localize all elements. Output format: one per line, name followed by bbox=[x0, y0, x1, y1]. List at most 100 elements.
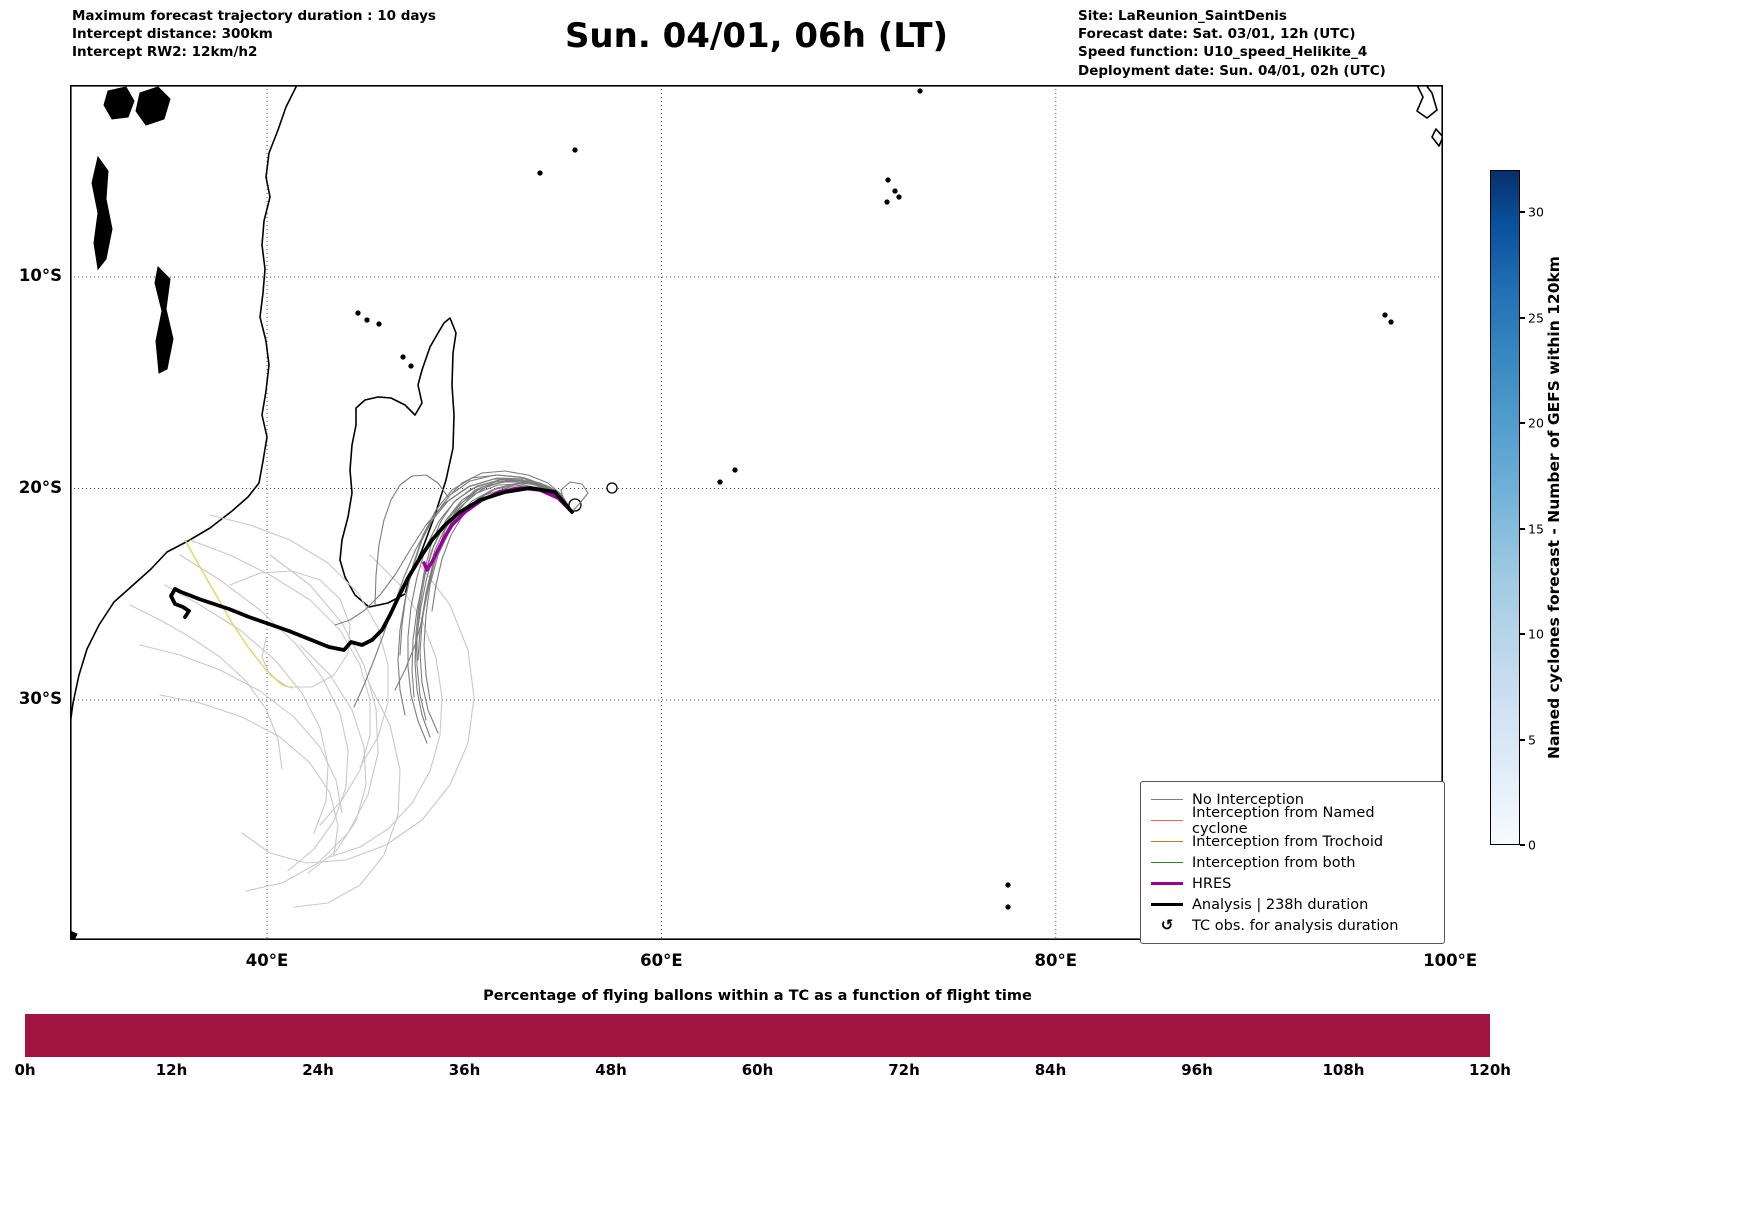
line-swatch bbox=[1151, 798, 1183, 801]
colorbar-tick-mark bbox=[1520, 316, 1525, 319]
island bbox=[355, 310, 361, 316]
annotation-line: Forecast date: Sat. 03/01, 12h (UTC) bbox=[1078, 26, 1356, 43]
colorbar-tick-mark bbox=[1520, 527, 1525, 530]
trajectory-gefs-no-interception bbox=[397, 474, 573, 716]
lake bbox=[154, 265, 174, 374]
colorbar bbox=[1490, 170, 1520, 845]
tc-obs-marker-icon: ↺ bbox=[1151, 918, 1183, 933]
colorbar-tick-label: 15 bbox=[1528, 521, 1544, 537]
annotation-line: Intercept distance: 300km bbox=[72, 26, 273, 43]
trajectory-climatology-light bbox=[293, 684, 401, 908]
colorbar-tick-label: 10 bbox=[1528, 626, 1544, 642]
trajectory-interception-trochoid bbox=[184, 539, 293, 689]
flight-time-bar-track bbox=[25, 1014, 1490, 1057]
legend-line-sample bbox=[1151, 881, 1183, 886]
bottom-chart-title: Percentage of flying ballons within a TC… bbox=[483, 988, 1032, 1004]
colorbar-tick-mark bbox=[1520, 633, 1525, 636]
lat-tick-label: 20°S bbox=[18, 477, 62, 497]
legend-label: HRES bbox=[1192, 875, 1232, 892]
island bbox=[408, 363, 414, 369]
legend-item: Analysis | 238h duration bbox=[1151, 896, 1434, 913]
figure-title: Sun. 04/01, 06h (LT) bbox=[564, 16, 949, 56]
legend-item: Interception from Trochoid bbox=[1151, 833, 1434, 850]
trajectory-climatology-light bbox=[139, 644, 343, 814]
legend-line-sample bbox=[1151, 902, 1183, 907]
trajectory-gefs-no-interception bbox=[353, 477, 573, 708]
legend-label: Interception from Named cyclone bbox=[1192, 804, 1375, 837]
trajectory-climatology-light bbox=[179, 554, 349, 872]
flight-time-tick-label: 60h bbox=[741, 1061, 774, 1079]
island bbox=[1005, 882, 1011, 888]
trajectory-gefs-no-interception bbox=[419, 484, 573, 734]
island bbox=[885, 177, 891, 183]
legend-item: Interception from both bbox=[1151, 854, 1434, 871]
lat-tick-label: 10°S bbox=[18, 266, 62, 285]
island bbox=[376, 321, 382, 327]
trajectory-climatology-light bbox=[299, 644, 367, 874]
flight-time-tick-label: 48h bbox=[595, 1061, 627, 1079]
flight-time-bar bbox=[25, 1014, 1490, 1057]
trajectory-climatology-light bbox=[229, 570, 351, 688]
colorbar-tick-mark bbox=[1520, 738, 1525, 741]
trajectory-analysis bbox=[169, 486, 574, 652]
colorbar-tick-mark bbox=[1520, 211, 1525, 214]
island bbox=[1388, 319, 1394, 325]
trajectory-gefs-no-interception bbox=[374, 470, 573, 606]
colorbar-tick-label: 30 bbox=[1528, 204, 1544, 220]
line-swatch bbox=[1151, 861, 1183, 864]
trajectory-climatology-light bbox=[129, 604, 283, 770]
flight-time-tick-label: 12h bbox=[155, 1061, 188, 1079]
legend-label: TC obs. for analysis duration bbox=[1192, 917, 1399, 934]
lon-tick-label: 40°E bbox=[245, 951, 289, 970]
line-swatch bbox=[1151, 902, 1183, 907]
trajectory-gefs-no-interception bbox=[399, 474, 573, 656]
island bbox=[732, 467, 738, 473]
legend-label: Analysis | 238h duration bbox=[1192, 896, 1369, 913]
annotation-line: Intercept RW2: 12km/h2 bbox=[72, 44, 258, 61]
colorbar-tick-label: 20 bbox=[1528, 415, 1544, 431]
lake bbox=[91, 155, 113, 271]
island bbox=[400, 354, 406, 360]
colorbar-tick-label: 25 bbox=[1528, 310, 1544, 326]
annotation-line: Maximum forecast trajectory duration : 1… bbox=[72, 8, 436, 24]
island bbox=[1382, 312, 1388, 318]
lat-tick-label: 30°S bbox=[18, 689, 62, 708]
coastline bbox=[339, 317, 457, 608]
coastline bbox=[70, 85, 298, 726]
top-right-annotations: Site: LaReunion_SaintDenis Forecast date:… bbox=[1078, 7, 1386, 80]
legend: No Interception Interception from Named c… bbox=[1140, 781, 1445, 944]
trajectory-climatology-light bbox=[245, 554, 379, 892]
island bbox=[572, 147, 578, 153]
flight-time-tick-label: 72h bbox=[888, 1061, 920, 1079]
trajectory-gefs-no-interception bbox=[414, 480, 573, 738]
legend-item: No Interception bbox=[1151, 791, 1434, 808]
annotation-line: Deployment date: Sun. 04/01, 02h (UTC) bbox=[1078, 62, 1386, 79]
lake bbox=[70, 930, 78, 940]
colorbar-tick-mark bbox=[1520, 844, 1525, 846]
legend-label: Interception from both bbox=[1192, 854, 1356, 871]
lon-tick-label: 100°E bbox=[1423, 951, 1478, 970]
trajectory-climatology-light bbox=[241, 564, 475, 864]
annotation-line: Speed function: U10_speed_Helikite_4 bbox=[1078, 44, 1368, 61]
island bbox=[606, 482, 618, 494]
flight-time-tick-label: 24h bbox=[302, 1061, 334, 1079]
legend-line-sample bbox=[1151, 840, 1183, 843]
lon-tick-label: 60°E bbox=[640, 951, 683, 970]
colorbar-label: Named cyclones forecast - Number of GEFS… bbox=[1545, 256, 1563, 759]
trajectory-climatology-light bbox=[189, 539, 371, 826]
legend-line-sample bbox=[1151, 819, 1183, 822]
island bbox=[717, 479, 723, 485]
line-swatch bbox=[1151, 881, 1183, 886]
lake bbox=[103, 86, 135, 120]
island bbox=[884, 199, 890, 205]
flight-time-tick-label: 96h bbox=[1181, 1061, 1213, 1079]
flight-time-tick-label: 0h bbox=[14, 1061, 36, 1079]
island bbox=[568, 498, 582, 512]
island bbox=[896, 194, 902, 200]
coastline bbox=[1431, 128, 1443, 147]
line-swatch bbox=[1151, 819, 1183, 822]
island bbox=[537, 170, 543, 176]
annotation-line: Site: LaReunion_SaintDenis bbox=[1078, 8, 1287, 24]
legend-line-sample bbox=[1151, 861, 1183, 864]
